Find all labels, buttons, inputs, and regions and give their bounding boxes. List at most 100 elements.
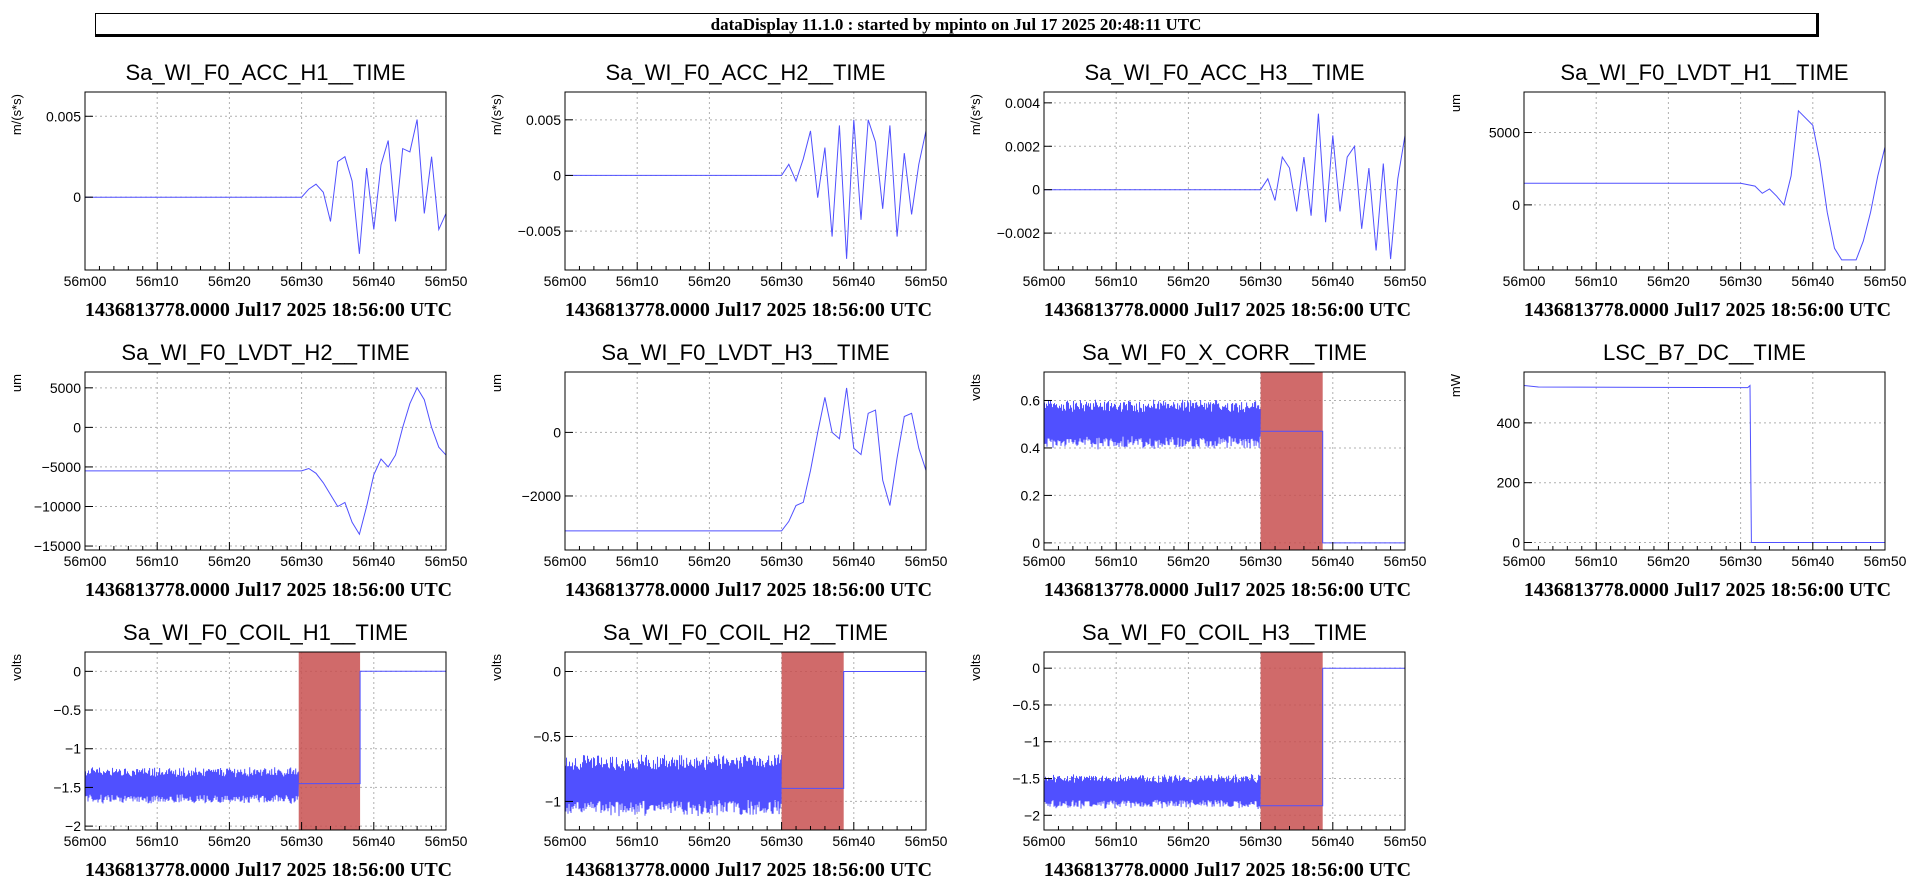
x-tick-label: 56m00 xyxy=(1023,273,1066,289)
y-axis-label: m/(s*s) xyxy=(9,94,24,135)
x-tick-label: 56m00 xyxy=(64,553,107,569)
plot-frame xyxy=(1523,371,1886,551)
x-tick-label: 56m20 xyxy=(688,273,731,289)
y-tick-label: 0 xyxy=(73,189,81,205)
x-tick-label: 56m30 xyxy=(280,273,323,289)
plot-1: Sa_WI_F0_ACC_H1__TIME m/(s*s) 56m00 56m10 56… xyxy=(9,60,468,321)
x-tick-label: 56m50 xyxy=(905,553,948,569)
y-tick-label: −5000 xyxy=(42,459,82,475)
plot-frame xyxy=(1523,91,1886,271)
x-tick-label: 56m20 xyxy=(1647,553,1690,569)
y-tick-label: 0 xyxy=(73,419,81,435)
x-tick-label: 56m50 xyxy=(425,273,468,289)
y-axis-label: volts xyxy=(968,654,983,681)
y-axis-label: m/(s*s) xyxy=(968,94,983,135)
x-tick-label: 56m00 xyxy=(544,553,587,569)
x-tick-label: 56m40 xyxy=(352,833,395,849)
x-tick-label: 56m10 xyxy=(1575,553,1618,569)
y-tick-label: −1 xyxy=(545,793,561,809)
plot-frame xyxy=(1043,371,1406,551)
x-tick-label: 56m30 xyxy=(1239,833,1282,849)
y-tick-label: 0 xyxy=(553,424,561,440)
plot-footer: 1436813778.0000 Jul17 2025 18:56:00 UTC xyxy=(85,299,452,321)
y-tick-label: 0 xyxy=(1512,535,1520,551)
x-tick-label: 56m00 xyxy=(544,273,587,289)
plot-footer: 1436813778.0000 Jul17 2025 18:56:00 UTC xyxy=(565,859,932,881)
x-tick-label: 56m20 xyxy=(1167,553,1210,569)
plot-area xyxy=(1044,92,1405,270)
x-tick-label: 56m50 xyxy=(1864,273,1907,289)
y-tick-label: −1.5 xyxy=(1012,771,1040,787)
plot-area xyxy=(565,92,926,270)
x-tick-label: 56m40 xyxy=(832,553,875,569)
y-tick-label: 0 xyxy=(73,663,81,679)
y-tick-label: 0.005 xyxy=(526,112,561,128)
plot-title: LSC_B7_DC__TIME xyxy=(1603,340,1806,365)
x-tick-label: 56m40 xyxy=(352,273,395,289)
plot-footer: 1436813778.0000 Jul17 2025 18:56:00 UTC xyxy=(1524,579,1891,601)
plot-title: Sa_WI_F0_COIL_H3__TIME xyxy=(1082,620,1367,645)
x-tick-label: 56m50 xyxy=(425,833,468,849)
y-axis-label: um xyxy=(489,374,504,392)
x-tick-label: 56m20 xyxy=(688,553,731,569)
y-axis-label: um xyxy=(9,374,24,392)
plot-footer: 1436813778.0000 Jul17 2025 18:56:00 UTC xyxy=(565,299,932,321)
x-tick-label: 56m30 xyxy=(1719,273,1762,289)
x-tick-label: 56m00 xyxy=(64,273,107,289)
y-tick-label: 0.004 xyxy=(1005,95,1040,111)
plot-area xyxy=(565,652,926,830)
plot-footer: 1436813778.0000 Jul17 2025 18:56:00 UTC xyxy=(85,579,452,601)
shaded-region xyxy=(298,652,361,830)
y-tick-label: 5000 xyxy=(1489,125,1520,141)
y-tick-label: −15000 xyxy=(34,538,81,554)
noise-band xyxy=(1044,774,1262,810)
y-tick-label: −10000 xyxy=(34,498,81,514)
x-tick-label: 56m50 xyxy=(1384,273,1427,289)
x-tick-label: 56m50 xyxy=(905,273,948,289)
x-tick-label: 56m20 xyxy=(1167,273,1210,289)
x-tick-label: 56m30 xyxy=(760,273,803,289)
series-line xyxy=(1260,430,1405,544)
x-tick-label: 56m10 xyxy=(136,553,179,569)
y-tick-label: −2 xyxy=(1024,807,1040,823)
plot-8: LSC_B7_DC__TIME mW 56m00 56m10 56m20 56m30 56m… xyxy=(1448,340,1907,601)
x-tick-label: 56m50 xyxy=(1864,553,1907,569)
plot-footer: 1436813778.0000 Jul17 2025 18:56:00 UTC xyxy=(565,579,932,601)
y-tick-label: −2000 xyxy=(522,488,562,504)
x-tick-label: 56m30 xyxy=(280,833,323,849)
series-line xyxy=(1524,384,1885,543)
y-tick-label: 0 xyxy=(1032,660,1040,676)
x-tick-label: 56m30 xyxy=(760,833,803,849)
plot-frame xyxy=(564,371,927,551)
x-tick-label: 56m10 xyxy=(136,833,179,849)
series-line xyxy=(781,671,926,789)
y-tick-label: −0.5 xyxy=(533,728,561,744)
x-tick-label: 56m40 xyxy=(1791,553,1834,569)
plot-area xyxy=(1044,372,1405,550)
x-tick-label: 56m50 xyxy=(425,553,468,569)
series-line xyxy=(85,119,446,254)
series-line xyxy=(85,386,446,536)
y-tick-label: −1 xyxy=(1024,734,1040,750)
x-tick-label: 56m10 xyxy=(616,273,659,289)
x-tick-label: 56m10 xyxy=(1095,273,1138,289)
y-tick-label: 0.002 xyxy=(1005,138,1040,154)
x-tick-label: 56m50 xyxy=(1384,833,1427,849)
y-tick-label: 0 xyxy=(1032,182,1040,198)
x-tick-label: 56m30 xyxy=(1719,553,1762,569)
x-tick-label: 56m30 xyxy=(1239,273,1282,289)
plot-area xyxy=(85,92,446,270)
x-tick-label: 56m20 xyxy=(1167,833,1210,849)
x-tick-label: 56m20 xyxy=(208,553,251,569)
shaded-region xyxy=(781,652,844,830)
noise-band xyxy=(1044,399,1262,450)
y-tick-label: −0.5 xyxy=(1012,697,1040,713)
plot-title: Sa_WI_F0_ACC_H2__TIME xyxy=(606,60,886,85)
plot-frame xyxy=(84,651,447,831)
plot-area xyxy=(565,372,926,550)
y-tick-label: 0.6 xyxy=(1021,392,1041,408)
